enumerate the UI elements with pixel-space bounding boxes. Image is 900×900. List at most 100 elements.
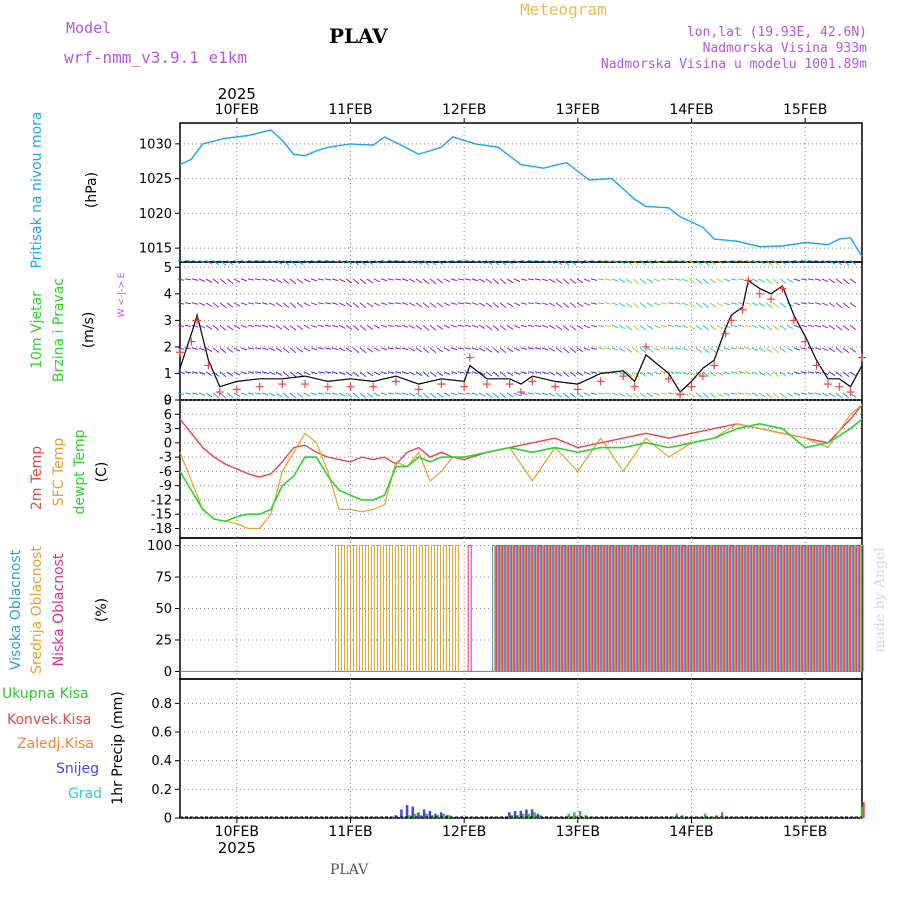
wind-barb bbox=[660, 302, 668, 305]
wind-barb bbox=[366, 371, 374, 377]
wind-barb bbox=[303, 259, 311, 264]
wind-barb bbox=[324, 392, 332, 395]
cloud-bar-low bbox=[634, 545, 639, 672]
wind-barb bbox=[548, 259, 556, 265]
y-tick-label: -9 bbox=[159, 479, 172, 494]
wind-barb bbox=[450, 278, 458, 282]
wind-barb bbox=[653, 278, 661, 282]
wind-barb bbox=[233, 278, 241, 283]
precip-bar-rain bbox=[573, 812, 576, 818]
wind-barb bbox=[702, 324, 710, 331]
wind-barb bbox=[632, 259, 640, 266]
wind-barb bbox=[401, 259, 409, 263]
wind-barb bbox=[695, 324, 703, 331]
wind-barb bbox=[842, 371, 850, 378]
wind-barb bbox=[562, 302, 570, 309]
precip-bar-rain bbox=[527, 813, 531, 818]
wind-barb bbox=[296, 347, 304, 353]
wind-barb bbox=[576, 392, 584, 398]
wind-barb bbox=[541, 347, 549, 351]
wind-barb bbox=[835, 347, 843, 354]
wind-barb bbox=[513, 347, 521, 352]
cloud-bar-low bbox=[694, 545, 699, 672]
wind-barb bbox=[212, 347, 220, 354]
wind-barb bbox=[387, 392, 395, 395]
wind-barb bbox=[751, 278, 759, 282]
cloud-bar-mid bbox=[346, 545, 351, 672]
wind-barb bbox=[758, 259, 766, 265]
wind-barb bbox=[779, 371, 787, 377]
wind-barb bbox=[247, 324, 255, 328]
wind-barb bbox=[205, 278, 213, 284]
wind-barb bbox=[576, 324, 584, 330]
y-tick-label: 50 bbox=[155, 602, 172, 617]
wind-barb bbox=[520, 278, 528, 281]
wind-barb bbox=[184, 259, 192, 262]
wind-barb bbox=[443, 259, 451, 264]
wind-barb bbox=[296, 278, 304, 284]
cloud-bar-mid bbox=[448, 545, 453, 672]
cloud-bar-mid bbox=[394, 545, 399, 672]
wind-barb bbox=[401, 347, 409, 351]
wind-barb bbox=[331, 371, 339, 374]
cloud-bar-low bbox=[538, 545, 543, 672]
date-label-bottom: 14FEB bbox=[669, 824, 713, 840]
cloud-bar-low bbox=[664, 545, 669, 672]
wind-barb bbox=[345, 347, 353, 353]
wind-barb bbox=[541, 392, 549, 396]
cloud-bar-mid bbox=[352, 545, 357, 672]
wind-barb bbox=[317, 259, 325, 262]
wind-barb bbox=[709, 324, 717, 331]
wind-barb bbox=[772, 371, 780, 378]
wind-barb bbox=[268, 302, 276, 306]
wind-barb bbox=[513, 392, 521, 397]
wind-barb bbox=[478, 324, 486, 330]
precip-bar-snow bbox=[530, 809, 534, 818]
wind-barb bbox=[800, 259, 808, 263]
wind-barb bbox=[275, 347, 283, 353]
precip-bar-rain bbox=[533, 812, 536, 818]
wind-barb bbox=[394, 259, 402, 262]
wind-barb bbox=[450, 259, 458, 263]
wind-barb bbox=[618, 259, 626, 265]
wind-barb bbox=[205, 371, 213, 377]
wind-barb bbox=[681, 324, 689, 329]
wind-barb bbox=[443, 371, 451, 376]
wind-barb bbox=[310, 324, 318, 328]
wind-barb bbox=[527, 302, 535, 305]
wind-barb bbox=[366, 347, 374, 353]
wind-barb bbox=[723, 278, 731, 282]
wind-barb bbox=[282, 259, 290, 266]
wind-barb bbox=[674, 347, 682, 350]
precip-bar-snow bbox=[405, 805, 409, 818]
wind-barb bbox=[387, 259, 395, 262]
wind-barb bbox=[709, 347, 717, 353]
wind-barb bbox=[247, 347, 255, 350]
wind-barb bbox=[429, 371, 437, 378]
wind-barb bbox=[625, 324, 633, 331]
y-tick-label: 1020 bbox=[139, 207, 172, 222]
wind-barb bbox=[604, 259, 612, 263]
wind-barb bbox=[793, 347, 801, 351]
wind-barb bbox=[793, 259, 801, 263]
date-label-top: 10FEB bbox=[215, 102, 259, 118]
wind-barb bbox=[506, 302, 514, 308]
cloud-bar-mid bbox=[406, 545, 411, 672]
wind-barb bbox=[345, 259, 353, 265]
wind-barb bbox=[219, 392, 227, 399]
wind-barb bbox=[646, 324, 654, 330]
wind-barb bbox=[688, 347, 696, 353]
y-tick-label: 75 bbox=[155, 571, 172, 586]
wind-barb bbox=[436, 259, 444, 265]
date-label-top: 11FEB bbox=[328, 102, 372, 118]
wind-barb bbox=[786, 371, 794, 376]
cloud-bar-low bbox=[586, 545, 591, 672]
cloud-bar-low bbox=[526, 545, 531, 672]
wind-barb bbox=[695, 392, 703, 399]
wind-barb bbox=[849, 302, 857, 308]
wind-barb bbox=[674, 324, 682, 328]
wind-barb bbox=[520, 259, 528, 263]
wind-barb bbox=[338, 371, 346, 376]
wind-barb bbox=[688, 278, 696, 284]
wind-barb bbox=[261, 324, 269, 328]
